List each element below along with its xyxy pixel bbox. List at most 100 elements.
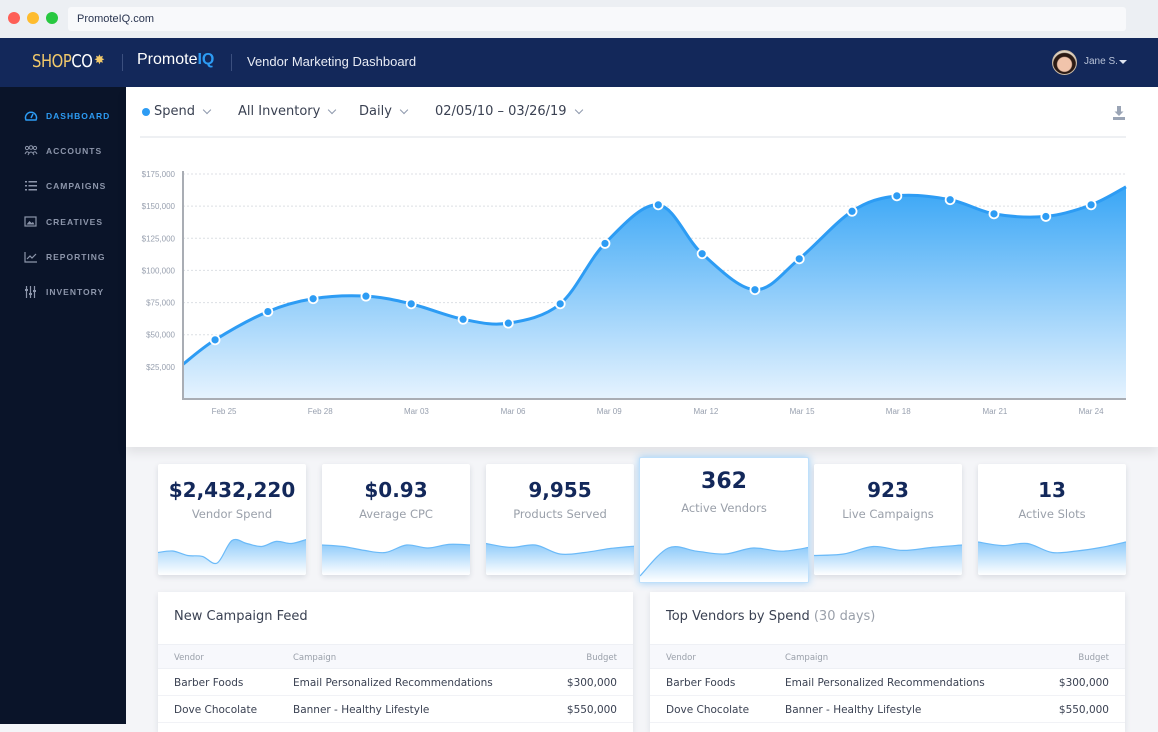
y-tick-label: $75,000 xyxy=(146,299,175,308)
window-maximize-button[interactable] xyxy=(46,12,58,24)
sidebar-item-label: CAMPAIGNS xyxy=(46,181,107,191)
sidebar-item-creatives[interactable]: CREATIVES xyxy=(24,214,103,230)
window-close-button[interactable] xyxy=(8,12,20,24)
column-header-budget[interactable]: Budget xyxy=(586,653,617,663)
x-tick-label: Mar 09 xyxy=(597,407,622,416)
sparkline-line xyxy=(640,546,808,577)
sidebar-item-campaigns[interactable]: CAMPAIGNS xyxy=(24,178,106,194)
kpi-sparkline xyxy=(640,546,808,582)
data-point[interactable] xyxy=(793,253,805,265)
column-header-vendor[interactable]: Vendor xyxy=(174,653,204,663)
column-header-budget[interactable]: Budget xyxy=(1078,653,1109,663)
data-point[interactable] xyxy=(846,205,858,217)
budget-cell: $300,000 xyxy=(1058,677,1109,689)
promoteiq-logo-promote: Promote xyxy=(137,51,198,68)
kpi-label: Active Vendors xyxy=(681,501,767,515)
data-point[interactable] xyxy=(696,248,708,260)
kpi-card[interactable]: 923 Live Campaigns xyxy=(814,464,962,575)
y-tick-label: $50,000 xyxy=(146,331,175,340)
sidebar: DASHBOARD ACCOUNTS CAMPAIGNS CREATIVES R… xyxy=(0,87,126,724)
table-row[interactable]: Barber Foods Email Personalized Recommen… xyxy=(650,669,1125,696)
budget-cell: $550,000 xyxy=(1058,704,1109,716)
user-menu[interactable]: Jane S. xyxy=(1084,56,1118,67)
x-tick-label: Feb 28 xyxy=(308,407,333,416)
sparkline-line xyxy=(322,543,470,554)
date-range-dropdown[interactable]: 02/05/10 – 03/26/19 xyxy=(435,104,583,119)
list-icon xyxy=(25,181,37,191)
new-campaign-feed-card: New Campaign Feed Vendor Campaign Budget… xyxy=(158,592,633,732)
shopco-logo[interactable]: SHOPCO xyxy=(32,51,93,72)
column-header-vendor[interactable]: Vendor xyxy=(666,653,696,663)
kpi-card[interactable]: $0.93 Average CPC xyxy=(322,464,470,575)
vendor-cell: Barber Foods xyxy=(666,677,736,689)
data-point[interactable] xyxy=(457,313,469,325)
kpi-card[interactable]: 13 Active Slots xyxy=(978,464,1126,575)
table-row[interactable]: Barber Foods Email Personalized Recommen… xyxy=(158,669,633,696)
promoteiq-logo[interactable]: PromoteIQ xyxy=(137,51,214,69)
column-header-campaign[interactable]: Campaign xyxy=(293,653,337,663)
data-point[interactable] xyxy=(405,298,417,310)
data-point[interactable] xyxy=(652,199,664,211)
y-tick-label: $150,000 xyxy=(142,202,176,211)
data-point[interactable] xyxy=(599,238,611,249)
budget-cell: $300,000 xyxy=(566,677,617,689)
kpi-label: Products Served xyxy=(513,507,607,521)
sparkline-fill xyxy=(486,543,634,575)
y-tick-label: $175,000 xyxy=(142,170,176,179)
table-row[interactable]: Dove Chocolate Banner - Healthy Lifestyl… xyxy=(650,696,1125,723)
inventory-dropdown[interactable]: All Inventory xyxy=(238,104,337,119)
table-row[interactable]: Dove Chocolate Banner - Healthy Lifestyl… xyxy=(158,696,633,723)
download-icon[interactable] xyxy=(1112,105,1126,121)
column-header-campaign[interactable]: Campaign xyxy=(785,653,829,663)
x-tick-label: Mar 12 xyxy=(693,407,718,416)
kpi-card[interactable]: 9,955 Products Served xyxy=(486,464,634,575)
series-color-dot xyxy=(142,107,150,116)
star-icon: ✸ xyxy=(94,53,105,68)
data-point[interactable] xyxy=(944,194,956,206)
kpi-label: Active Slots xyxy=(1018,507,1086,521)
metric-dropdown[interactable]: Spend xyxy=(142,104,212,119)
data-point[interactable] xyxy=(209,334,221,346)
kpi-card[interactable]: $2,432,220 Vendor Spend xyxy=(158,464,306,575)
vendor-cell: Dove Chocolate xyxy=(174,704,258,716)
sidebar-item-dashboard[interactable]: DASHBOARD xyxy=(24,108,110,124)
sparkline-line xyxy=(978,541,1126,554)
kpi-label: Live Campaigns xyxy=(842,507,934,521)
caret-down-icon[interactable] xyxy=(1119,60,1127,64)
data-point[interactable] xyxy=(988,208,1000,220)
data-point[interactable] xyxy=(1085,199,1097,211)
data-point[interactable] xyxy=(502,317,514,329)
interval-dropdown-value: Daily xyxy=(359,104,392,119)
page-title: Vendor Marketing Dashboard xyxy=(247,54,417,69)
avatar[interactable] xyxy=(1052,50,1077,75)
shopco-logo-co: CO xyxy=(71,51,93,72)
vendor-cell: Barber Foods xyxy=(174,677,244,689)
sidebar-item-reporting[interactable]: REPORTING xyxy=(24,249,106,265)
interval-dropdown[interactable]: Daily xyxy=(359,104,409,119)
address-bar[interactable]: PromoteIQ.com xyxy=(68,7,1126,31)
data-point[interactable] xyxy=(262,306,274,317)
kpi-card[interactable]: 362 Active Vendors xyxy=(639,457,809,583)
data-point[interactable] xyxy=(307,293,319,305)
sidebar-item-label: ACCOUNTS xyxy=(46,146,103,156)
x-tick-label: Mar 18 xyxy=(886,407,911,416)
sparkline-line xyxy=(486,542,634,556)
sidebar-item-inventory[interactable]: INVENTORY xyxy=(24,284,104,300)
data-point[interactable] xyxy=(749,284,761,296)
gauge-icon xyxy=(24,111,38,121)
data-point[interactable] xyxy=(554,298,566,310)
sparkline-fill xyxy=(814,545,962,575)
sidebar-item-accounts[interactable]: ACCOUNTS xyxy=(24,143,102,159)
date-range-value: 02/05/10 – 03/26/19 xyxy=(435,104,567,119)
x-tick-label: Mar 03 xyxy=(404,407,429,416)
y-tick-label: $25,000 xyxy=(146,363,175,372)
line-chart-icon xyxy=(24,252,37,263)
data-point[interactable] xyxy=(1040,211,1052,222)
users-icon xyxy=(24,145,38,156)
data-point[interactable] xyxy=(360,290,372,302)
spend-area-chart: $175,000 $150,000 $125,000 $100,000 $75,000 $… xyxy=(142,170,1127,416)
divider xyxy=(140,136,1126,138)
data-point[interactable] xyxy=(891,190,903,202)
window-minimize-button[interactable] xyxy=(27,12,39,24)
sidebar-item-label: CREATIVES xyxy=(46,217,104,227)
